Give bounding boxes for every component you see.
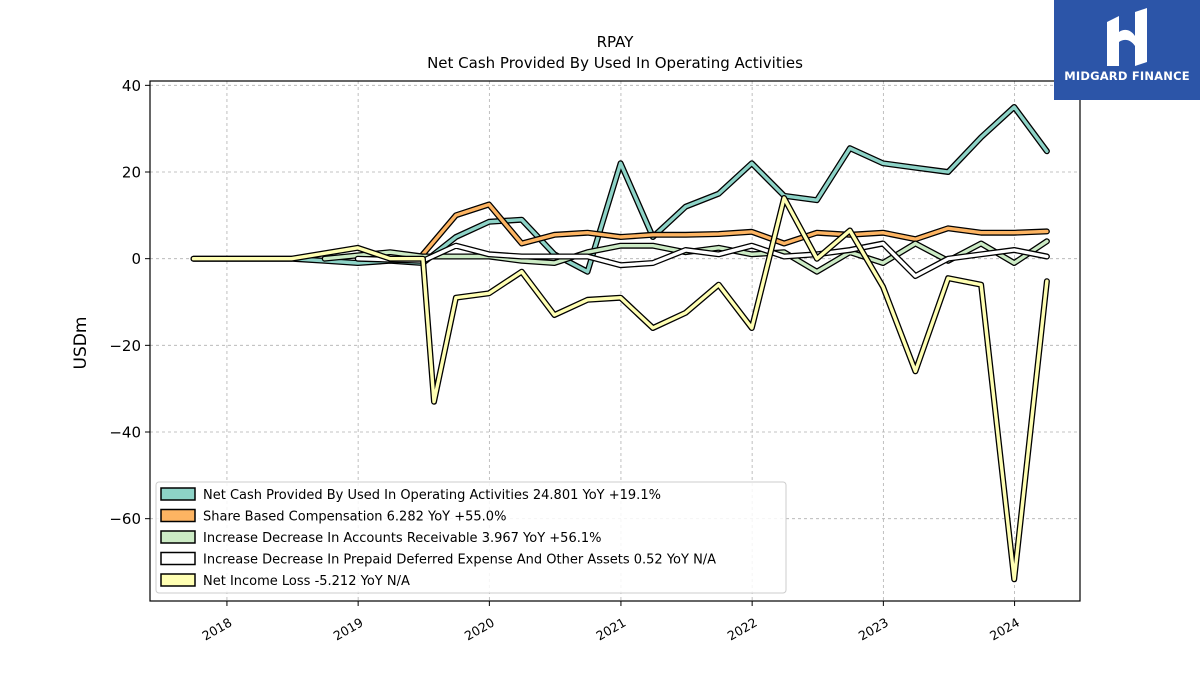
- x-tick-label: 2020: [462, 615, 497, 644]
- chart-title: RPAY: [597, 33, 635, 51]
- series-lines: [190, 104, 1050, 583]
- legend-entry: Net Cash Provided By Used In Operating A…: [203, 488, 661, 503]
- legend: Net Cash Provided By Used In Operating A…: [155, 481, 787, 594]
- y-tick-label: −20: [109, 337, 141, 355]
- legend-swatch: [160, 508, 196, 523]
- x-tick-label: 2022: [725, 615, 760, 644]
- legend-swatch: [160, 530, 196, 544]
- y-tick-label: 40: [122, 77, 141, 95]
- legend-entry: Net Income Loss -5.212 YoY N/A: [203, 574, 410, 589]
- series-line-fill: [421, 202, 1049, 257]
- series-line-fill: [356, 241, 1049, 278]
- y-tick-label: −60: [109, 510, 141, 528]
- y-tick-label: 0: [131, 250, 141, 268]
- series-line: [354, 240, 1050, 279]
- series-line: [419, 201, 1050, 258]
- brand-logo: MIDGARD FINANCE: [1054, 0, 1200, 100]
- x-tick-label: 2024: [987, 615, 1022, 644]
- x-tick-label: 2021: [593, 615, 628, 644]
- x-tick-label: 2023: [856, 615, 891, 644]
- plot-frame: [149, 80, 1081, 602]
- legend-swatch: [160, 573, 196, 587]
- logo-mark-icon: [1107, 8, 1147, 66]
- legend-swatch: [160, 487, 196, 501]
- legend-box: [155, 481, 787, 594]
- series-line: [190, 195, 1050, 583]
- legend-entry: Share Based Compensation 6.282 YoY +55.0…: [203, 510, 506, 525]
- legend-entry: Increase Decrease In Prepaid Deferred Ex…: [203, 553, 716, 568]
- x-tick-label: 2018: [199, 615, 234, 644]
- x-tick-label: 2019: [331, 615, 366, 644]
- brand-name: MIDGARD FINANCE: [1064, 69, 1190, 83]
- y-axis-label: USDm: [71, 317, 91, 370]
- legend-entry: Increase Decrease In Accounts Receivable…: [203, 531, 601, 546]
- y-tick-label: 20: [122, 164, 141, 182]
- y-tick-label: −40: [109, 424, 141, 442]
- series-line-fill: [191, 196, 1049, 581]
- legend-swatch: [160, 551, 196, 566]
- chart-subtitle: Net Cash Provided By Used In Operating A…: [427, 54, 803, 72]
